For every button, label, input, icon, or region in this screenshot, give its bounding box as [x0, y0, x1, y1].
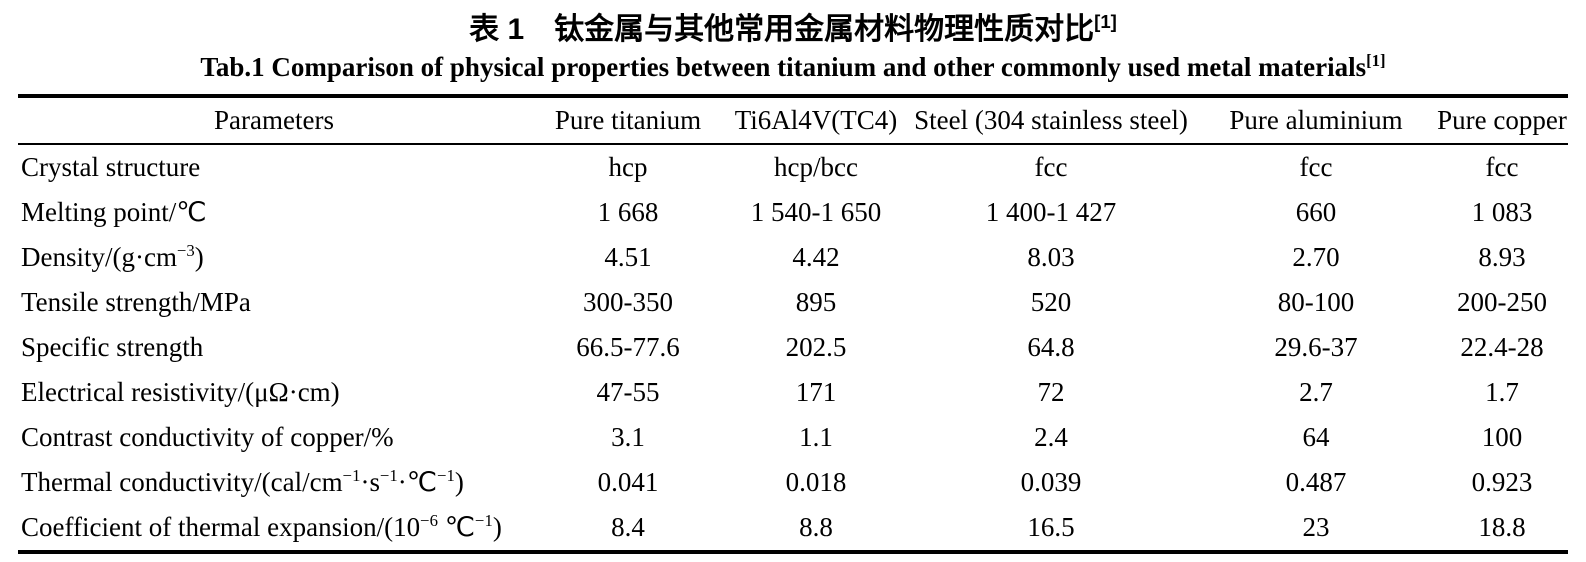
properties-table: Parameters Pure titanium Ti6Al4V(TC4) St… — [18, 94, 1568, 554]
cell: fcc — [1299, 152, 1333, 182]
table-row-thermal-conductivity: Thermal conductivity/(cal/cm−1·s−1·℃−1) … — [18, 460, 1568, 505]
cell: 0.041 — [597, 467, 659, 497]
cell: hcp — [608, 152, 648, 182]
table-row-specific-strength: Specific strength 66.5-77.6 202.5 64.8 2… — [18, 325, 1568, 370]
cell: 660 — [1295, 197, 1337, 227]
column-header-ti6al4v: Ti6Al4V(TC4) — [726, 96, 906, 145]
table-caption-chinese: 表 1 钛金属与其他常用金属材料物理性质对比[1] — [469, 11, 1117, 46]
column-header-parameters: Parameters — [18, 96, 530, 145]
cell: 47-55 — [596, 377, 660, 407]
cell: 22.4-28 — [1460, 332, 1544, 362]
table-row-density: Density/(g·cm−3) 4.51 4.42 8.03 2.70 8.9… — [18, 235, 1568, 280]
cell: 23 — [1302, 512, 1330, 542]
cell: 300-350 — [583, 287, 673, 317]
cell: 18.8 — [1478, 512, 1526, 542]
row-label: Specific strength — [21, 332, 204, 362]
cell: 3.1 — [611, 422, 645, 452]
cell: 29.6-37 — [1274, 332, 1358, 362]
cell: 66.5-77.6 — [576, 332, 680, 362]
cell: 8.03 — [1027, 242, 1075, 272]
row-label: Contrast conductivity of copper/% — [21, 422, 394, 452]
cell: 202.5 — [785, 332, 847, 362]
column-header-pure-aluminium: Pure aluminium — [1196, 96, 1436, 145]
cell: 1.7 — [1485, 377, 1519, 407]
cell: 1 400-1 427 — [985, 197, 1117, 227]
row-label: Crystal structure — [21, 152, 201, 182]
cell: 2.70 — [1292, 242, 1340, 272]
cell: 1 083 — [1471, 197, 1533, 227]
cell: 100 — [1481, 422, 1523, 452]
cell: 171 — [795, 377, 837, 407]
row-label: Melting point/℃ — [21, 197, 207, 227]
table-row-contrast-conductivity: Contrast conductivity of copper/% 3.1 1.… — [18, 415, 1568, 460]
header-row: Parameters Pure titanium Ti6Al4V(TC4) St… — [18, 96, 1568, 145]
cell: 8.4 — [611, 512, 645, 542]
table-row-electrical-resistivity: Electrical resistivity/(μΩ·cm) 47-55 171… — [18, 370, 1568, 415]
cell: fcc — [1034, 152, 1068, 182]
cell: 0.923 — [1471, 467, 1533, 497]
cell: 895 — [795, 287, 837, 317]
cell: 1 668 — [597, 197, 659, 227]
cell: 64.8 — [1027, 332, 1075, 362]
cell: 2.7 — [1299, 377, 1333, 407]
cell: 1 540-1 650 — [750, 197, 882, 227]
table-caption-english: Tab.1 Comparison of physical properties … — [200, 51, 1386, 82]
cell: fcc — [1485, 152, 1519, 182]
cell: 520 — [1030, 287, 1072, 317]
cell: 16.5 — [1027, 512, 1075, 542]
column-header-pure-titanium: Pure titanium — [530, 96, 726, 145]
cell: 0.039 — [1020, 467, 1082, 497]
row-label: Thermal conductivity/(cal/cm−1·s−1·℃−1) — [21, 466, 464, 497]
row-label: Electrical resistivity/(μΩ·cm) — [21, 377, 340, 407]
cell: 200-250 — [1457, 287, 1547, 317]
cell: 72 — [1037, 377, 1065, 407]
row-label: Density/(g·cm−3) — [21, 241, 204, 272]
cell: 8.93 — [1478, 242, 1526, 272]
table-row-melting-point: Melting point/℃ 1 668 1 540-1 650 1 400-… — [18, 190, 1568, 235]
row-label: Coefficient of thermal expansion/(10−6 ℃… — [21, 511, 502, 542]
cell: 64 — [1302, 422, 1330, 452]
column-header-steel: Steel (304 stainless steel) — [906, 96, 1196, 145]
row-label: Tensile strength/MPa — [21, 287, 251, 317]
cell: 0.487 — [1285, 467, 1347, 497]
cell: 2.4 — [1034, 422, 1068, 452]
cell: 0.018 — [785, 467, 847, 497]
cell: 1.1 — [799, 422, 833, 452]
cell: 4.51 — [604, 242, 652, 272]
cell: 4.42 — [792, 242, 840, 272]
table-row-crystal-structure: Crystal structure hcp hcp/bcc fcc fcc fc… — [18, 144, 1568, 190]
cell: 8.8 — [799, 512, 833, 542]
table-row-tensile-strength: Tensile strength/MPa 300-350 895 520 80-… — [18, 280, 1568, 325]
table-row-thermal-expansion: Coefficient of thermal expansion/(10−6 ℃… — [18, 505, 1568, 552]
cell: 80-100 — [1277, 287, 1355, 317]
column-header-pure-copper: Pure copper — [1436, 96, 1568, 145]
cell: hcp/bcc — [774, 152, 858, 182]
